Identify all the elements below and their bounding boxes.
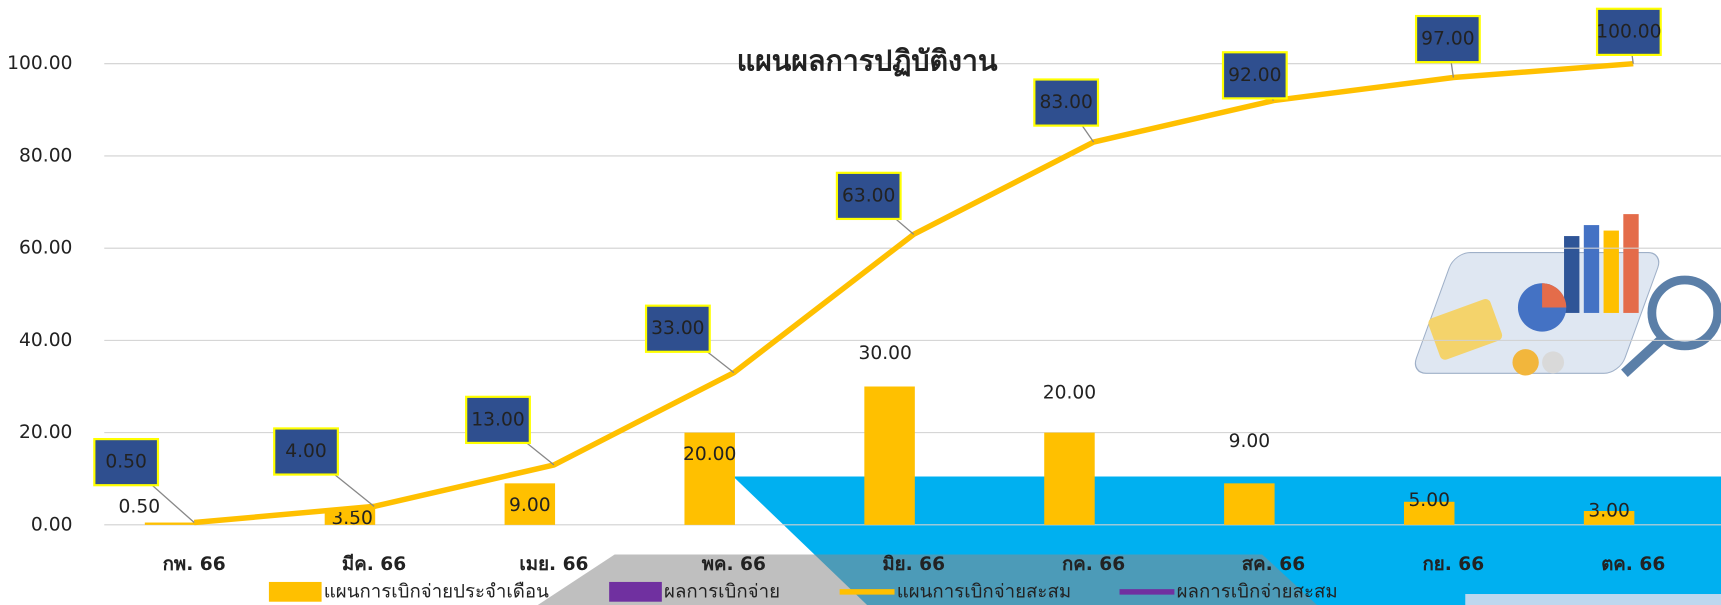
data-label: 13.00 [471,409,524,430]
y-tick-label: 60.00 [19,238,72,259]
data-label: 9.00 [1229,431,1271,452]
x-tick-label: กย. 66 [1422,554,1484,575]
data-label: 20.00 [1043,383,1096,404]
legend-swatch [609,582,662,602]
data-label: 4.00 [285,441,327,462]
y-tick-label: 100.00 [7,53,72,74]
bar [864,386,914,524]
data-label: 5.00 [1408,490,1450,511]
data-label: 9.00 [509,495,551,516]
x-tick-label: ตค. 66 [1601,554,1665,575]
data-label: 83.00 [1039,92,1092,113]
illustration [1411,214,1718,375]
x-tick-label: กค. 66 [1062,554,1125,575]
data-label: 0.50 [105,452,147,473]
x-tick-label: มีค. 66 [342,553,406,575]
data-label: 3.00 [1588,501,1630,522]
legend-label: แผนการเบิกจ่ายประจำเดือน [324,581,549,602]
legend-swatch [269,582,322,602]
data-label: 63.00 [842,185,895,206]
y-tick-label: 80.00 [19,145,72,166]
chart-title: แผนผลการปฏิบัติงาน [737,45,998,78]
y-tick-label: 20.00 [19,422,72,443]
x-tick-label: เมย. 66 [519,554,588,575]
legend-label: แผนการเบิกจ่ายสะสม [897,581,1071,602]
y-tick-label: 0.00 [31,514,73,535]
x-tick-label: สค. 66 [1242,554,1305,575]
data-label: 92.00 [1228,65,1281,86]
bar [145,523,195,525]
data-label: 0.50 [119,497,161,518]
data-label: 30.00 [858,343,911,364]
x-tick-label: พค. 66 [702,554,766,575]
data-label: 100.00 [1596,21,1661,42]
x-tick-label: กพ. 66 [163,554,226,575]
data-label: 33.00 [651,318,704,339]
background-shape [1465,594,1721,605]
chart: 0.00 20.00 40.00 60.00 80.00 100.00 กพ. 66 มีค.… [0,0,1721,605]
legend-label: ผลการเบิกจ่าย [664,581,780,602]
data-label: 20.00 [683,444,736,465]
y-tick-label: 40.00 [19,330,72,351]
bar [1224,483,1274,525]
legend-label: ผลการเบิกจ่ายสะสม [1177,581,1338,602]
x-tick-label: มิย. 66 [882,554,945,575]
bar [1044,433,1094,525]
data-label: 97.00 [1421,29,1474,50]
